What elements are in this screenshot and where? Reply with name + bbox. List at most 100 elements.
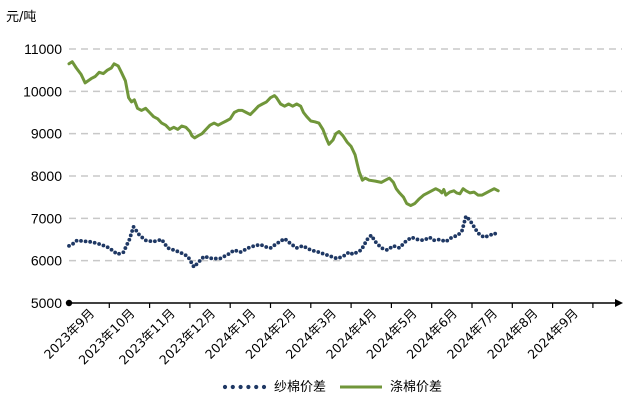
- series-point: [329, 254, 334, 259]
- legend-swatch-dot: [254, 384, 259, 390]
- legend-item-0: 纱棉价差: [222, 380, 326, 395]
- series-point: [148, 239, 153, 244]
- series-point: [474, 228, 479, 233]
- series-point: [303, 245, 308, 250]
- series-point: [462, 219, 467, 224]
- series-point: [260, 243, 264, 248]
- series-point: [113, 250, 118, 255]
- series-point: [445, 238, 450, 243]
- series-point: [134, 228, 139, 233]
- y-tick-label-11000: 11000: [24, 41, 62, 57]
- legend-swatch-dot: [230, 384, 235, 390]
- series-point: [489, 232, 493, 237]
- legend: 纱棉价差 涤棉价差: [222, 380, 442, 395]
- series-point: [276, 240, 281, 245]
- series-point: [280, 238, 285, 243]
- series-point: [493, 231, 498, 236]
- series-point: [432, 238, 437, 243]
- series-point: [268, 245, 273, 250]
- series-point: [123, 246, 128, 250]
- series-point: [371, 236, 376, 241]
- series-point: [264, 245, 269, 249]
- series-point: [453, 234, 458, 239]
- series-layer: [67, 60, 500, 269]
- series-point: [152, 239, 157, 244]
- series-point: [307, 247, 312, 252]
- series-point: [460, 228, 464, 233]
- series-point: [128, 233, 133, 238]
- series-point: [333, 256, 338, 260]
- series-point: [388, 245, 393, 250]
- series-point: [88, 239, 93, 244]
- series-point: [238, 250, 243, 254]
- series-point: [230, 249, 235, 254]
- legend-label-1: 涤棉价差: [390, 380, 442, 395]
- series-point: [466, 216, 471, 221]
- series-point: [246, 245, 251, 250]
- x-axis-origin-dot: [65, 299, 73, 307]
- series-point: [471, 224, 476, 229]
- series-point: [204, 255, 209, 260]
- series-point: [397, 245, 401, 250]
- series-point: [311, 248, 316, 253]
- series-point: [428, 235, 433, 240]
- x-axis-arrowhead: [615, 299, 623, 307]
- series-point: [194, 262, 199, 267]
- y-tick-label-10000: 10000: [23, 83, 62, 99]
- series-point: [360, 245, 365, 250]
- series-point: [411, 236, 416, 240]
- series-point: [83, 239, 88, 244]
- series-point: [373, 240, 378, 245]
- series-point: [71, 241, 75, 246]
- series-point: [127, 237, 132, 242]
- y-tick-label-8000: 8000: [31, 168, 62, 184]
- legend-label-0: 纱棉价差: [274, 380, 326, 395]
- y-axis-unit-label: 元/吨: [6, 10, 36, 25]
- series-0: [67, 215, 498, 269]
- series-point: [272, 243, 277, 248]
- series-point: [117, 251, 121, 256]
- series-point: [163, 243, 168, 247]
- series-point: [92, 240, 97, 245]
- series-point: [457, 232, 461, 236]
- series-point: [187, 256, 191, 261]
- series-point: [226, 252, 231, 257]
- series-point: [384, 247, 389, 252]
- y-tick-label-7000: 7000: [31, 210, 62, 226]
- series-point: [424, 237, 429, 241]
- series-point: [299, 244, 304, 249]
- series-point: [209, 256, 214, 261]
- axis-layer: 5000600070008000900010000110002023年9月202…: [23, 41, 623, 368]
- series-point: [291, 243, 296, 248]
- legend-swatch-dot: [222, 384, 228, 390]
- series-point: [449, 236, 453, 240]
- series-point: [338, 255, 342, 260]
- series-point: [484, 234, 489, 239]
- series-point: [354, 250, 358, 255]
- series-point: [222, 254, 227, 259]
- series-point: [179, 251, 184, 256]
- series-point: [461, 224, 466, 229]
- series-point: [415, 237, 420, 242]
- series-point: [183, 253, 188, 258]
- series-point: [377, 243, 381, 248]
- series-point: [242, 247, 247, 252]
- series-point: [171, 247, 175, 252]
- series-point: [392, 244, 397, 249]
- series-point: [403, 239, 408, 244]
- series-point: [368, 234, 373, 238]
- series-point: [140, 235, 145, 240]
- series-point: [284, 237, 288, 242]
- series-point: [251, 244, 256, 249]
- series-point: [166, 246, 171, 251]
- series-point: [200, 255, 205, 260]
- series-point: [320, 251, 325, 256]
- series-point: [79, 238, 83, 243]
- series-point: [400, 243, 405, 247]
- series-point: [420, 238, 424, 243]
- series-point: [380, 246, 385, 251]
- series-point: [137, 232, 141, 237]
- series-point: [97, 242, 101, 246]
